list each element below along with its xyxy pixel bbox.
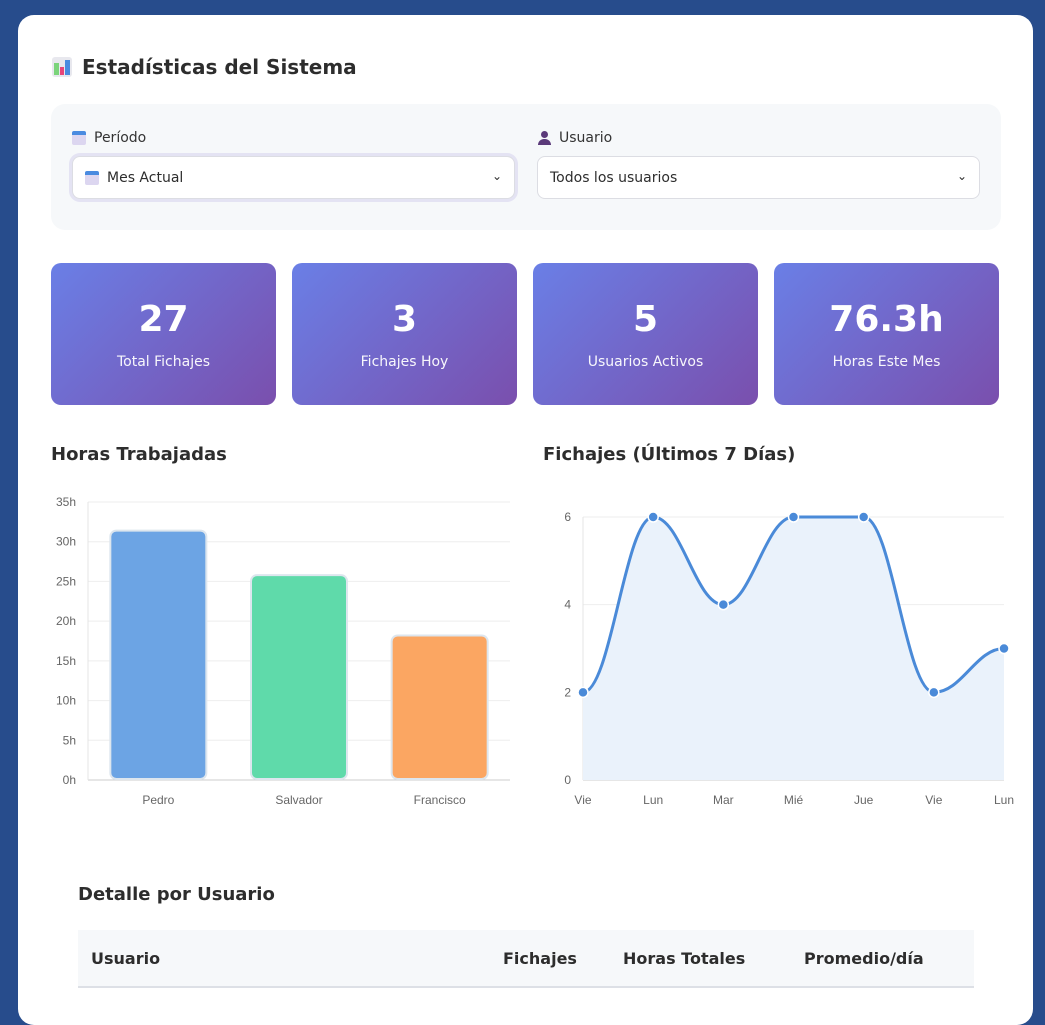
period-select[interactable]: Mes Actual ⌄ xyxy=(72,156,515,199)
hours-bar-chart: 0h 5h 10h 15h 20h 25h 30h 35h Pedro Salvador Franc… xyxy=(56,495,510,807)
x-tick-label: Salvador xyxy=(275,793,322,807)
user-select[interactable]: Todos los usuarios ⌄ xyxy=(537,156,980,199)
y-tick-label: 25h xyxy=(56,574,76,588)
y-tick-label: 30h xyxy=(56,535,76,549)
x-tick-label: Pedro xyxy=(142,793,174,807)
stat-label: Usuarios Activos xyxy=(587,354,704,370)
col-usuario[interactable]: Usuario xyxy=(91,949,161,968)
data-point xyxy=(857,511,870,523)
stat-total-fichajes: 27 Total Fichajes xyxy=(51,263,276,405)
stat-usuarios-activos: 5 Usuarios Activos xyxy=(533,263,758,405)
bar-salvador xyxy=(250,574,348,781)
page-title-text: Estadísticas del Sistema xyxy=(82,55,357,79)
x-tick-label: Mar xyxy=(713,793,734,807)
y-tick-label: 4 xyxy=(564,598,571,612)
calendar-icon xyxy=(72,131,86,145)
x-tick-label: Lun xyxy=(994,793,1014,807)
calendar-icon xyxy=(85,170,99,185)
stat-value: 5 xyxy=(632,299,659,340)
y-tick-label: 5h xyxy=(63,733,76,747)
data-point xyxy=(577,686,589,699)
y-tick-label: 0 xyxy=(564,773,571,787)
x-tick-label: Vie xyxy=(574,793,591,807)
stat-horas-mes: 76.3h Horas Este Mes xyxy=(774,263,999,405)
user-value: Todos los usuarios xyxy=(550,169,678,186)
x-tick-label: Lun xyxy=(643,793,663,807)
x-tick-label: Mié xyxy=(784,793,804,807)
line-area xyxy=(583,517,1004,780)
period-label: Período xyxy=(94,130,147,146)
chevron-down-icon: ⌄ xyxy=(956,169,967,183)
data-point xyxy=(787,511,800,523)
fichajes-line-chart: 0 2 4 6 Vie Lun Mar Mié Jue Vie Lun xyxy=(564,510,1014,807)
y-tick-label: 2 xyxy=(564,685,571,699)
stat-label: Total Fichajes xyxy=(116,354,211,370)
page-title: Estadísticas del Sistema xyxy=(52,55,357,79)
table-title: Detalle por Usuario xyxy=(78,884,275,905)
data-point xyxy=(998,642,1010,655)
stat-value: 76.3h xyxy=(829,299,944,340)
y-tick-label: 15h xyxy=(56,654,76,668)
y-tick-label: 35h xyxy=(56,495,76,509)
y-tick-label: 0h xyxy=(63,773,76,787)
y-tick-label: 20h xyxy=(56,614,76,628)
data-point xyxy=(647,511,659,523)
col-promedio[interactable]: Promedio/día xyxy=(804,949,924,968)
stat-value: 27 xyxy=(138,299,189,340)
x-tick-label: Vie xyxy=(925,793,942,807)
x-tick-label: Jue xyxy=(854,793,874,807)
bar-pedro xyxy=(109,529,208,780)
col-horas[interactable]: Horas Totales xyxy=(623,949,746,968)
stat-label: Horas Este Mes xyxy=(832,354,941,370)
user-label: Usuario xyxy=(559,130,613,146)
bar-francisco xyxy=(390,634,489,780)
data-point xyxy=(717,598,730,611)
y-tick-label: 10h xyxy=(56,694,76,708)
data-point xyxy=(928,686,940,699)
stat-fichajes-hoy: 3 Fichajes Hoy xyxy=(292,263,517,405)
line-chart-title: Fichajes (Últimos 7 Días) xyxy=(543,444,796,465)
bar-chart-icon xyxy=(52,57,72,77)
user-icon xyxy=(537,131,551,145)
col-fichajes[interactable]: Fichajes xyxy=(503,949,577,968)
period-value: Mes Actual xyxy=(107,169,184,186)
chevron-down-icon: ⌄ xyxy=(491,169,502,183)
stats-panel: Estadísticas del Sistema Período Mes Act… xyxy=(18,15,1033,1025)
stat-label: Fichajes Hoy xyxy=(360,354,449,370)
x-tick-label: Francisco xyxy=(414,793,466,807)
bar-chart-title: Horas Trabajadas xyxy=(51,444,227,465)
table-header: Usuario Fichajes Horas Totales Promedio/… xyxy=(78,930,974,988)
y-tick-label: 6 xyxy=(564,510,571,524)
filters-panel: Período Mes Actual ⌄ Usuario Todos los us… xyxy=(51,104,1001,230)
stat-value: 3 xyxy=(391,299,418,340)
